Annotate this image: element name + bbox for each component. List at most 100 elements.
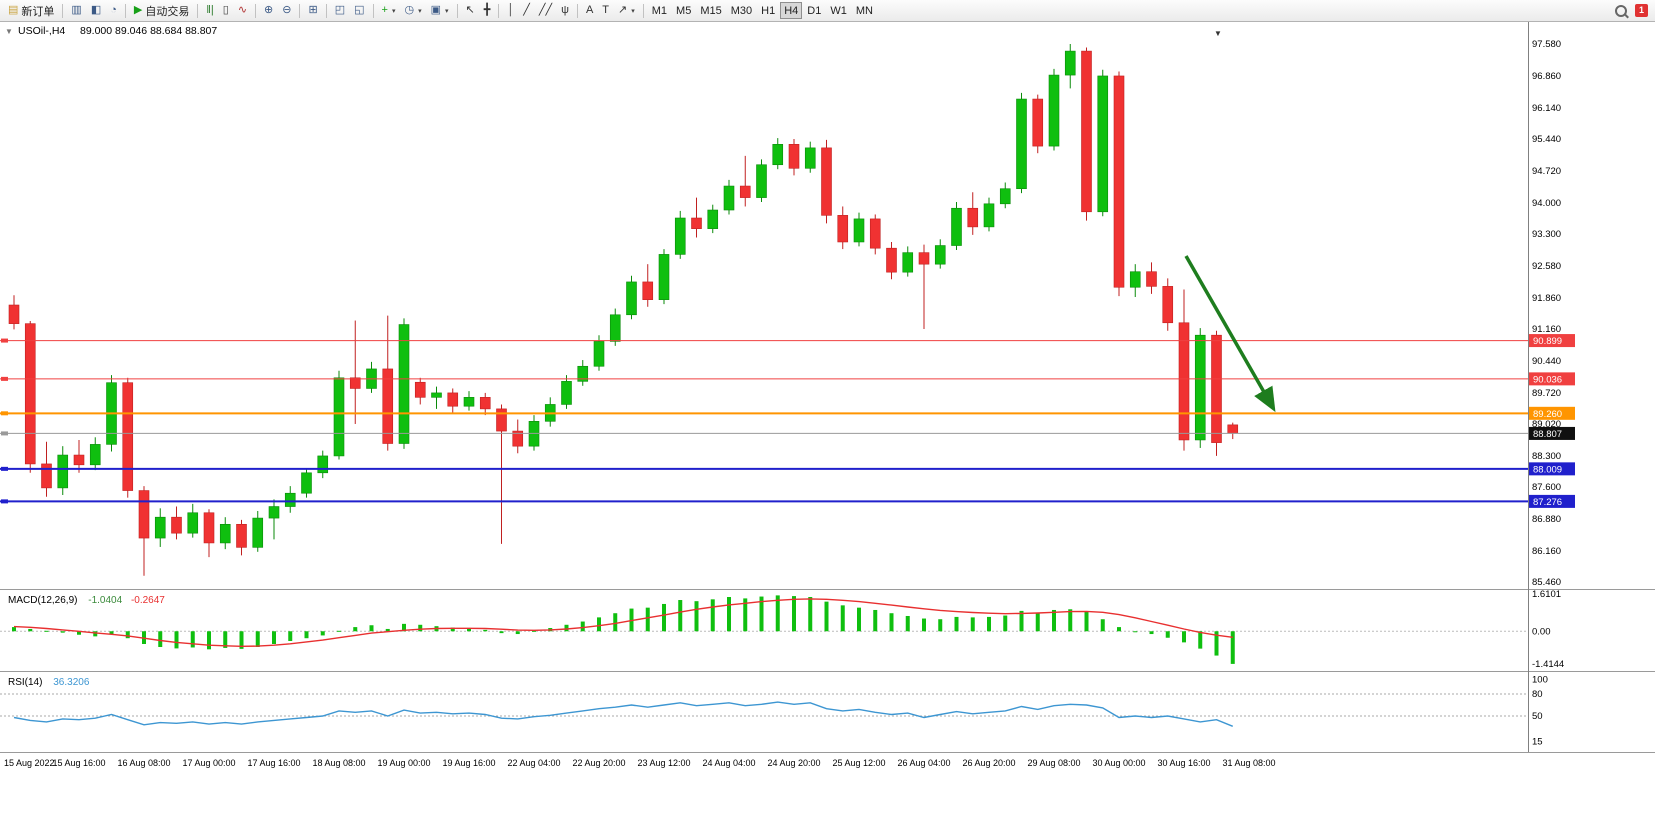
- candle-body: [967, 207, 979, 228]
- macd-histogram-bar: [1198, 631, 1203, 649]
- text-tool-icon[interactable]: T: [598, 2, 613, 19]
- arrows-tool-icon[interactable]: ↗ ▾: [614, 2, 639, 19]
- timeframe-m30-button[interactable]: M30: [727, 2, 756, 19]
- zoom-out-icon[interactable]: ⊖: [278, 2, 295, 19]
- timeframe-h1-button[interactable]: H1: [757, 2, 779, 19]
- macd-histogram-bar: [1230, 631, 1235, 664]
- candle-body: [869, 218, 881, 249]
- candle-body: [772, 144, 784, 166]
- candle-body: [431, 392, 442, 398]
- price-line-handle[interactable]: [1, 499, 8, 504]
- price-line-handle[interactable]: [1, 376, 8, 381]
- price-axis-label: 86.160: [1532, 546, 1561, 557]
- macd-histogram-bar: [385, 628, 390, 632]
- macd-histogram-bar: [662, 603, 666, 632]
- macd-histogram-bar: [1003, 615, 1008, 632]
- zoom-in-icon[interactable]: ⊕: [260, 2, 277, 19]
- macd-histogram-bar: [873, 609, 878, 632]
- pitchfork-tool-icon[interactable]: ψ: [557, 2, 573, 19]
- time-axis-label: 23 Aug 12:00: [637, 758, 690, 768]
- time-axis-label: 29 Aug 08:00: [1027, 758, 1080, 768]
- price-line-handle[interactable]: [1, 411, 8, 416]
- macd-histogram-bar: [109, 631, 114, 635]
- toolbar-separator: [642, 3, 644, 18]
- macd-histogram-bar: [125, 631, 130, 639]
- templates-icon[interactable]: ▣ ▾: [427, 2, 453, 19]
- macd-histogram-bar: [12, 627, 16, 632]
- label-tool-icon[interactable]: A: [582, 2, 597, 19]
- auto-trading-button[interactable]: ▶ 自动交易: [130, 2, 193, 19]
- new-order-button[interactable]: ▤ 新订单: [4, 2, 58, 19]
- periods-icon-glyph: ◷: [404, 4, 415, 16]
- macd-histogram-bar: [889, 613, 894, 632]
- crosshair-icon[interactable]: ╋: [480, 2, 495, 19]
- price-line-handle[interactable]: [1, 431, 8, 436]
- price-axis-label: 92.580: [1532, 261, 1561, 272]
- toolbar-groups: ▤ 新订单 ▥ ◧ ◔ ▶ 自动交易 ‖| ▯ ∿ ⊕ ⊖ ⊞ ◰ ◱ + ▾ ◷ ▾ ▣ ▾ ↖ ╋ │ ╱ ╱╱ ψ A T ↗ ▾ M1…: [4, 2, 877, 19]
- arrange-windows-icon-glyph: ◱: [354, 4, 365, 16]
- trend-arrow-annotation[interactable]: [1184, 255, 1276, 413]
- timeframe-w1-button[interactable]: W1: [826, 2, 851, 19]
- candle-body: [739, 185, 751, 198]
- timeframe-w1-button-label: W1: [830, 4, 847, 17]
- price-line-handle[interactable]: [1, 338, 8, 343]
- timeframe-mn-button[interactable]: MN: [852, 2, 877, 19]
- macd-histogram-bar: [694, 601, 699, 632]
- trendline-tool-icon[interactable]: ╱: [519, 2, 534, 19]
- price-axis-label: 97.580: [1532, 39, 1561, 50]
- macd-histogram-bar: [678, 600, 683, 632]
- candle-body: [1081, 50, 1092, 213]
- macd-histogram-bar: [402, 623, 406, 632]
- profiles-icon[interactable]: ◧: [87, 2, 105, 19]
- macd-histogram-bar: [337, 630, 341, 632]
- candle-body: [674, 217, 686, 255]
- macd-histogram-bar: [775, 595, 780, 632]
- bar-chart-mode-icon[interactable]: ‖|: [202, 2, 217, 19]
- text-tool-icon-glyph: T: [602, 4, 610, 16]
- macd-histogram-bar: [239, 631, 244, 649]
- candle-body: [301, 472, 312, 494]
- time-axis-label: 30 Aug 00:00: [1092, 758, 1145, 768]
- periods-icon-caret-icon: ▾: [418, 7, 422, 15]
- vertical-line-tool-icon[interactable]: │: [503, 2, 518, 19]
- channel-tool-icon[interactable]: ╱╱: [535, 2, 556, 19]
- line-chart-mode-icon[interactable]: ∿: [234, 2, 251, 19]
- cascade-windows-icon-glyph: ◰: [334, 4, 346, 16]
- cascade-windows-icon[interactable]: ◰: [331, 2, 349, 19]
- market-watch-icon[interactable]: ◔: [106, 2, 121, 19]
- collapse-arrow-icon[interactable]: ▼: [5, 27, 13, 36]
- timeframe-h4-button-label: H4: [784, 4, 799, 17]
- macd-histogram-bar: [970, 617, 975, 632]
- candle-body: [414, 381, 426, 398]
- timeframe-mn-button-label: MN: [855, 4, 873, 17]
- charts-window-icon[interactable]: ▥: [67, 2, 85, 19]
- chart-shift-marker-icon[interactable]: ▼: [1214, 29, 1222, 38]
- timeframe-m15-button[interactable]: M15: [696, 2, 725, 19]
- market-watch-icon-glyph: ◔: [110, 4, 117, 16]
- timeframe-m1-button[interactable]: M1: [648, 2, 671, 19]
- candle-body: [593, 341, 605, 367]
- cursor-icon-glyph: ↖: [465, 4, 475, 16]
- candle-body: [41, 463, 52, 489]
- arrange-windows-icon[interactable]: ◱: [350, 2, 368, 19]
- time-axis-label: 22 Aug 20:00: [572, 758, 625, 768]
- periods-icon[interactable]: ◷ ▾: [400, 2, 425, 19]
- toolbar-separator: [372, 3, 374, 18]
- cursor-icon[interactable]: ↖: [462, 2, 479, 19]
- timeframe-h4-button[interactable]: H4: [780, 2, 803, 19]
- candle-body: [479, 397, 491, 410]
- price-badge-label: 90.036: [1533, 374, 1562, 385]
- candle-body: [349, 377, 361, 389]
- search-icon[interactable]: [1614, 4, 1627, 17]
- notification-badge[interactable]: 1: [1634, 4, 1648, 17]
- indicators-icon[interactable]: + ▾: [378, 2, 400, 19]
- price-line-handle[interactable]: [1, 466, 8, 471]
- candle-body: [642, 281, 654, 300]
- price-axis-label: 86.880: [1532, 514, 1561, 525]
- tile-windows-icon[interactable]: ⊞: [304, 2, 321, 19]
- timeframe-d1-button[interactable]: D1: [803, 2, 825, 19]
- timeframe-m5-button[interactable]: M5: [672, 2, 695, 19]
- candlestick-mode-icon[interactable]: ▯: [219, 2, 233, 19]
- macd-histogram-bar: [28, 628, 33, 632]
